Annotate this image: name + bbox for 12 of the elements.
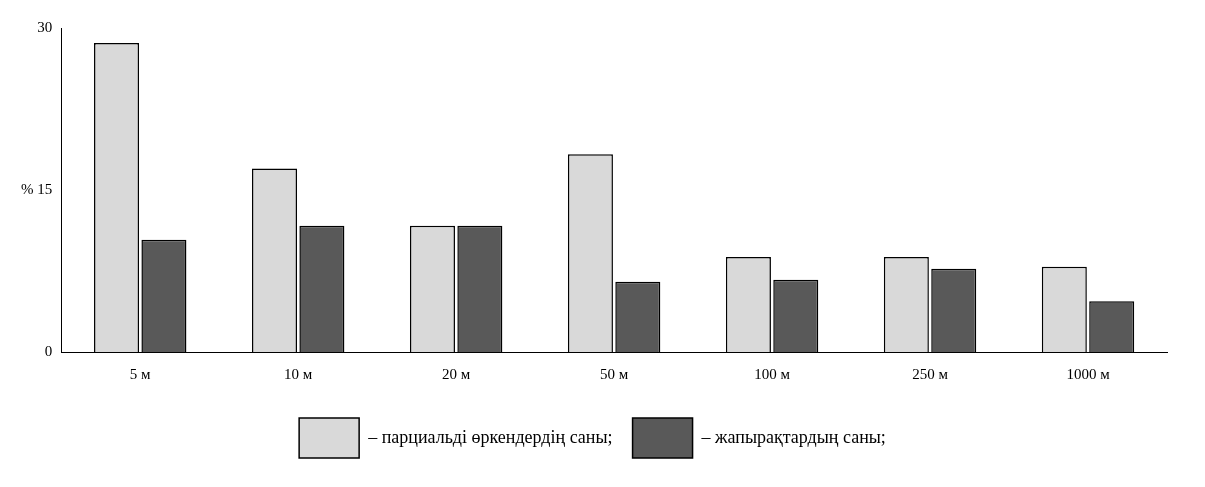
legend-label: – жапырақтардың саны; bbox=[700, 426, 886, 447]
y-tick-label: 0 bbox=[44, 342, 53, 359]
x-tick-label: 250 м bbox=[912, 365, 949, 382]
x-tick-label: 20 м bbox=[442, 365, 471, 382]
legend-label: – парциальді өркендердің саны; bbox=[367, 426, 613, 447]
y-tick-label: 30 bbox=[37, 18, 53, 35]
x-tick-label: 5 м bbox=[129, 365, 152, 382]
x-tick-label: 50 м bbox=[600, 365, 629, 382]
x-tick-label: 100 м bbox=[754, 365, 791, 382]
x-tick-label: 10 м bbox=[284, 365, 313, 382]
x-tick-label: 1000 м bbox=[1066, 365, 1111, 382]
y-tick-label: % 15 bbox=[21, 180, 53, 197]
